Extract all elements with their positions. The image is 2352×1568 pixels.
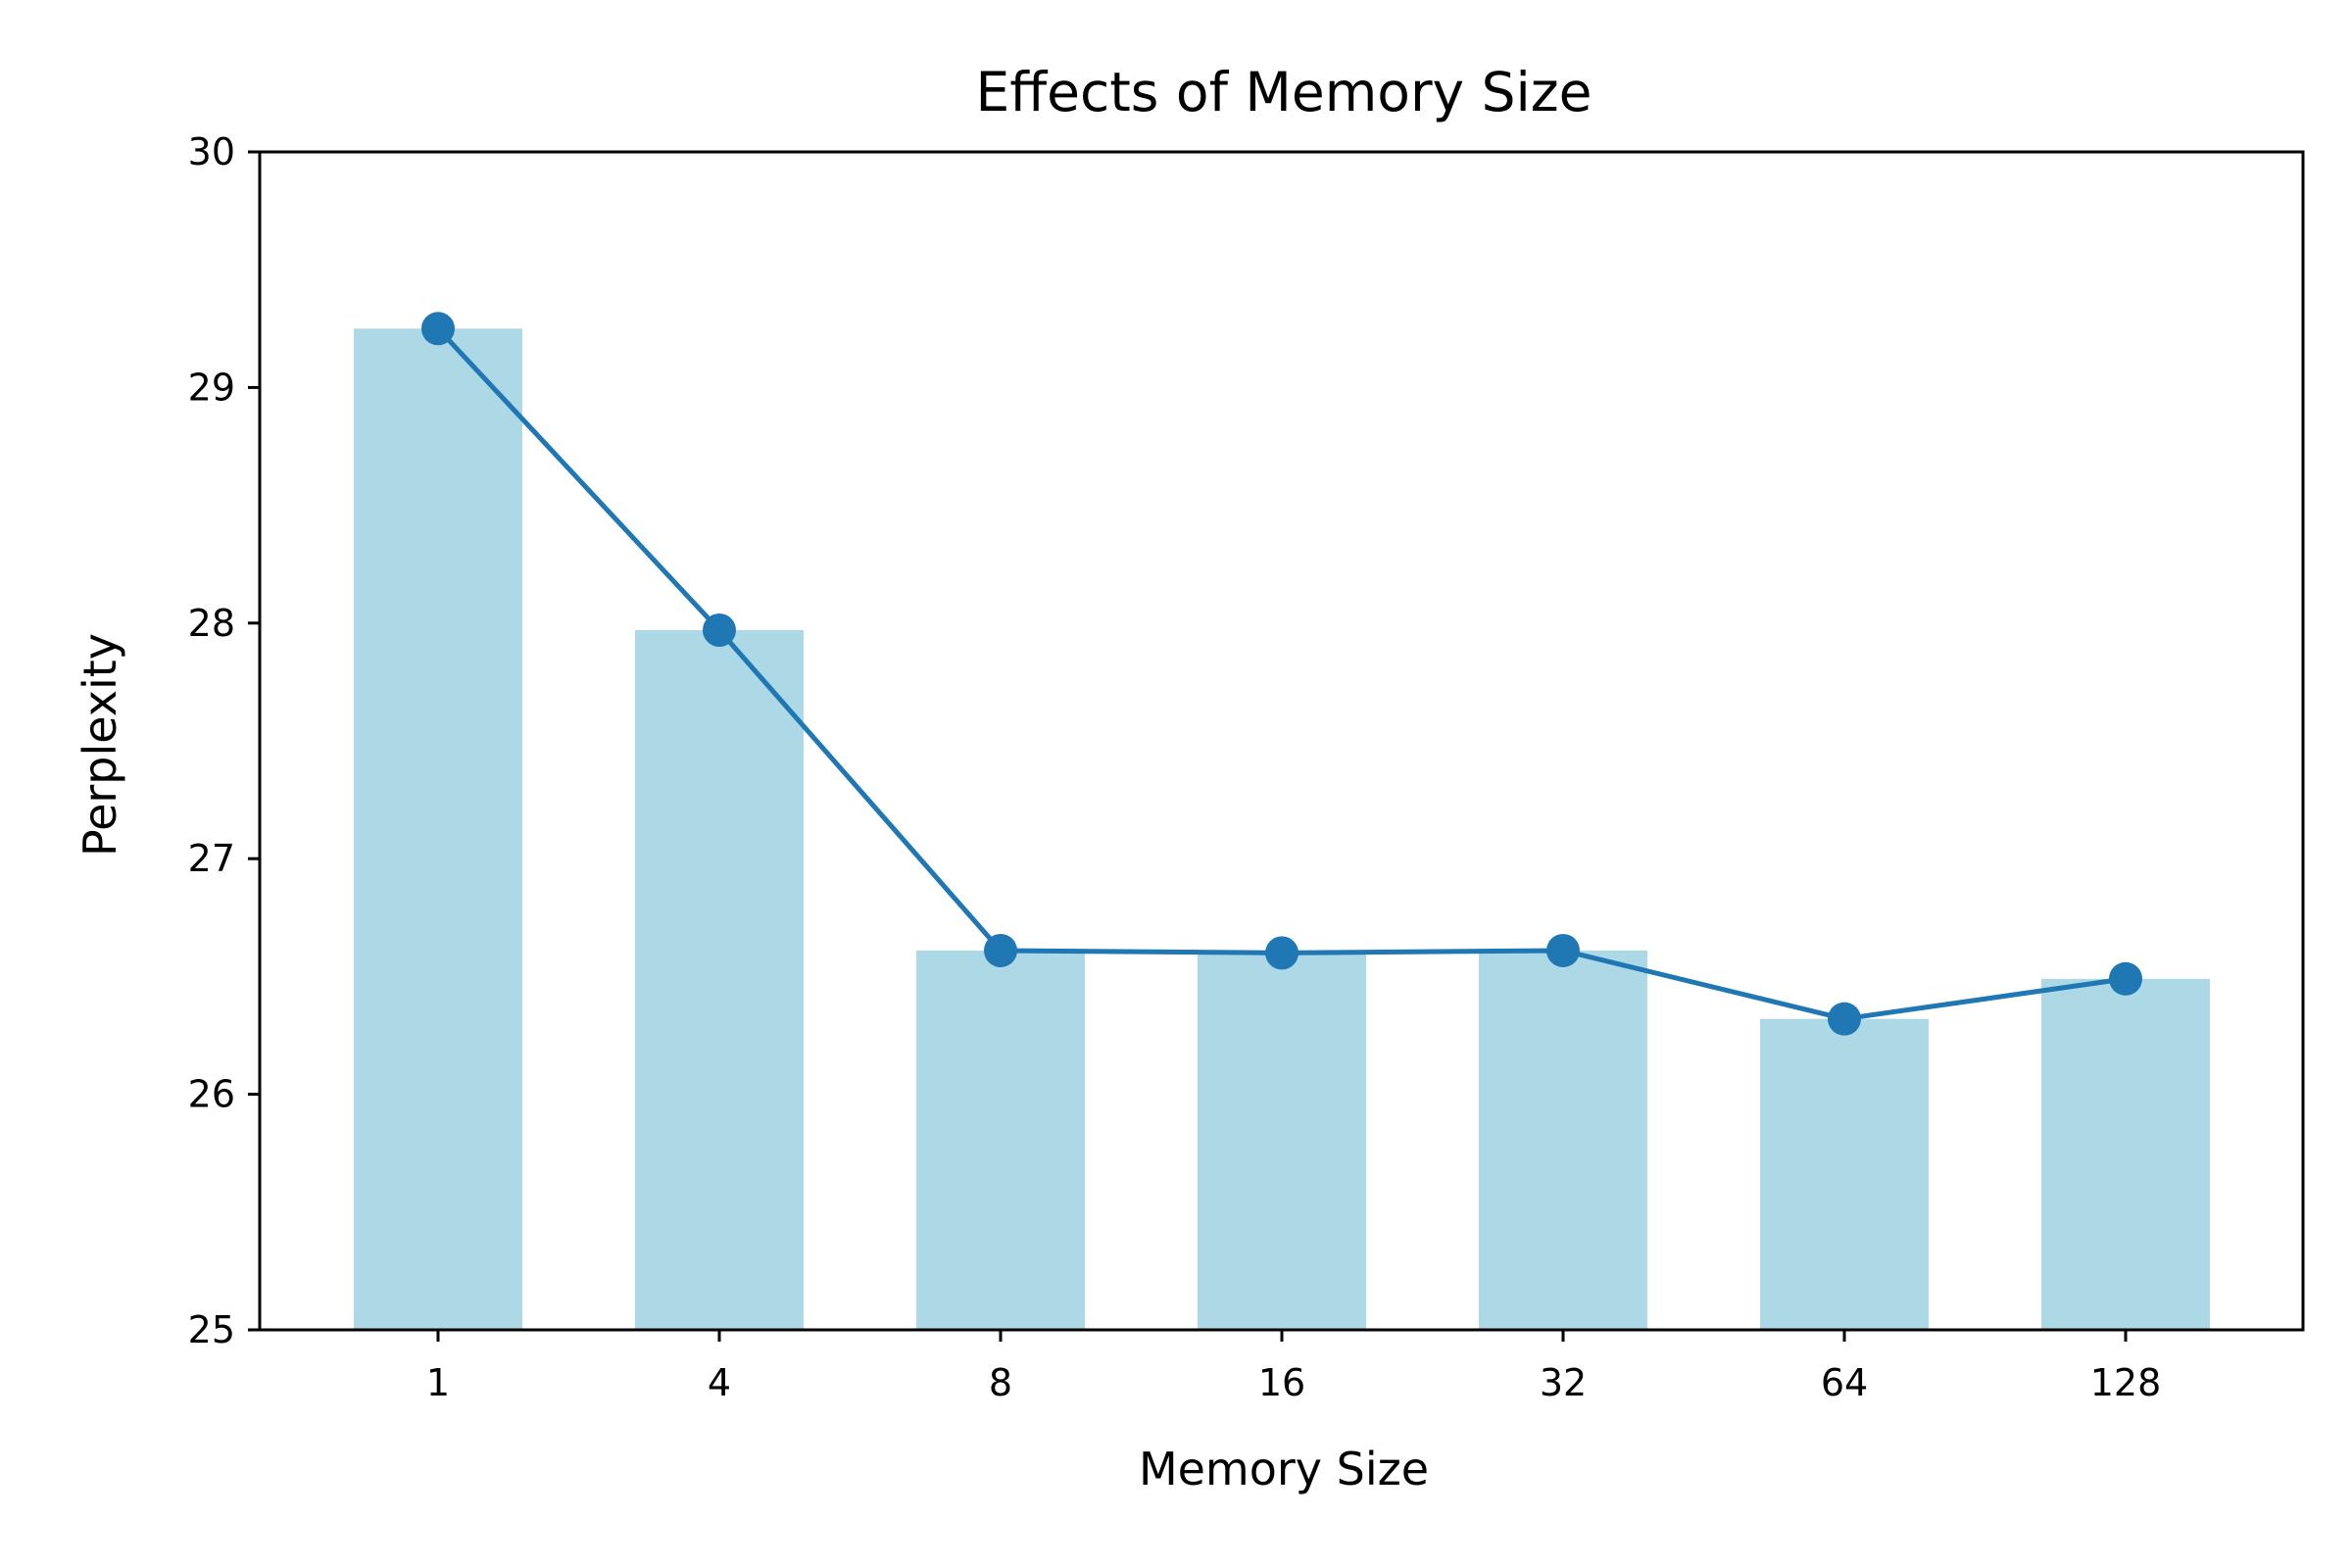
y-tick-label-30: 30 [188, 130, 235, 173]
x-tick-label-128: 128 [2090, 1361, 2162, 1404]
y-axis: 25 26 27 28 29 30 [188, 130, 260, 1351]
x-tick-label-8: 8 [989, 1361, 1012, 1404]
x-tick-label-1: 1 [426, 1361, 450, 1404]
x-tick-label-16: 16 [1258, 1361, 1305, 1404]
line-point-1 [421, 312, 455, 346]
x-tick-label-32: 32 [1540, 1361, 1587, 1404]
bar-8 [916, 950, 1085, 1330]
y-tick-label-25: 25 [188, 1308, 235, 1351]
line-point-32 [1546, 933, 1580, 967]
bar-16 [1198, 953, 1366, 1330]
y-tick-label-27: 27 [188, 837, 235, 880]
bar-4 [635, 630, 804, 1330]
line-point-16 [1265, 936, 1298, 970]
bar-32 [1479, 950, 1647, 1330]
bar-64 [1760, 1018, 1929, 1330]
chart-title: Effects of Memory Size [976, 61, 1592, 123]
line-point-64 [1828, 1002, 1861, 1036]
y-tick-label-29: 29 [188, 366, 235, 409]
y-tick-label-26: 26 [188, 1073, 235, 1116]
bar-128 [2041, 978, 2210, 1330]
x-tick-label-4: 4 [708, 1361, 731, 1404]
x-axis: 1 4 8 16 32 64 128 [426, 1330, 2161, 1404]
line-point-4 [703, 613, 736, 648]
bar-series [354, 328, 2210, 1330]
line-markers [421, 312, 2142, 1036]
bar-1 [354, 328, 522, 1330]
line-point-8 [984, 933, 1017, 967]
y-axis-title: Perplexity [74, 633, 126, 857]
x-axis-title: Memory Size [1139, 1443, 1429, 1495]
x-tick-label-64: 64 [1821, 1361, 1868, 1404]
line-point-128 [2109, 961, 2142, 996]
y-tick-label-28: 28 [188, 602, 235, 645]
